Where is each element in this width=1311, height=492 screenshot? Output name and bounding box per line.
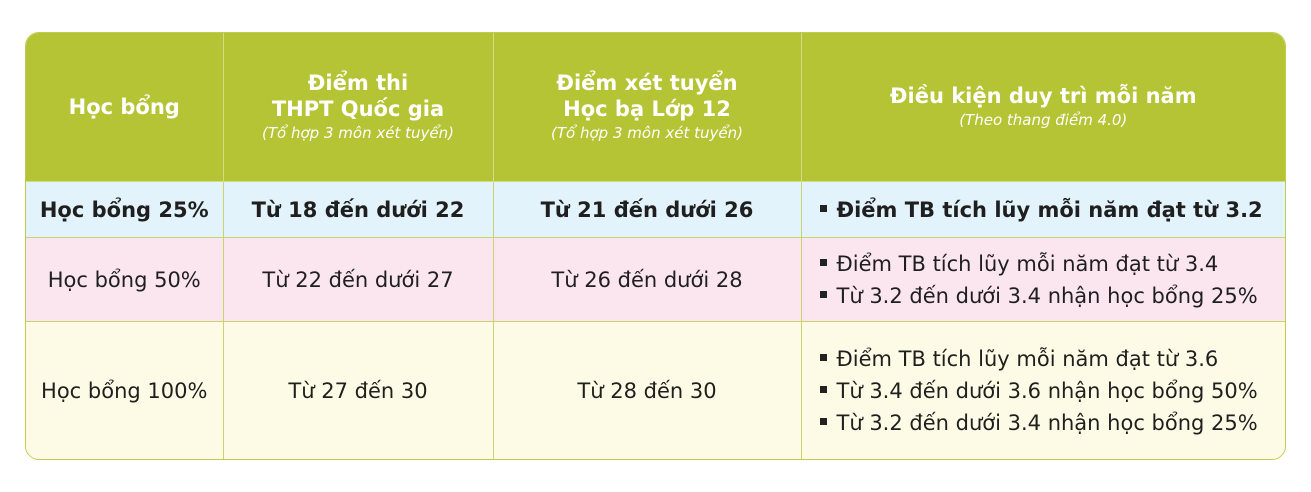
conditions: Điểm TB tích lũy mỗi năm đạt từ 3.2: [800, 181, 1286, 238]
header-row: Học bổng Điểm thi THPT Quốc gia (Tổ hợp …: [26, 33, 1285, 182]
scholarship-name: Học bổng 50%: [26, 237, 224, 322]
header-thpt-line2: THPT Quốc gia: [271, 97, 445, 121]
scholarship-table-container: Học bổng Điểm thi THPT Quốc gia (Tổ hợp …: [25, 32, 1286, 460]
table-row: Học bổng 100% Từ 27 đến 30 Từ 28 đến 30 …: [26, 321, 1286, 459]
condition-item: Từ 3.4 đến dưới 3.6 nhận học bổng 50%: [820, 375, 1286, 407]
header-transcript-sub: (Tổ hợp 3 môn xét tuyển): [551, 124, 743, 142]
header-transcript-line2: Học bạ Lớp 12: [563, 97, 731, 121]
conditions: Điểm TB tích lũy mỗi năm đạt từ 3.6 Từ 3…: [800, 321, 1286, 459]
table-row: Học bổng 50% Từ 22 đến dưới 27 Từ 26 đến…: [26, 237, 1286, 322]
thpt-range: Từ 22 đến dưới 27: [222, 237, 494, 322]
header-transcript-line1: Điểm xét tuyển: [556, 71, 738, 95]
header-thpt-line1: Điểm thi: [307, 71, 409, 95]
condition-item: Điểm TB tích lũy mỗi năm đạt từ 3.2: [820, 194, 1286, 226]
header-conditions-label: Điều kiện duy trì mỗi năm: [889, 84, 1197, 108]
scholarship-table: Học bổng Điểm thi THPT Quốc gia (Tổ hợp …: [26, 33, 1285, 459]
transcript-range: Từ 28 đến 30: [492, 321, 802, 459]
header-scholarship-label: Học bổng: [68, 95, 180, 119]
header-scholarship: Học bổng: [26, 33, 224, 182]
table-row: Học bổng 25% Từ 18 đến dưới 22 Từ 21 đến…: [26, 181, 1286, 238]
scholarship-name: Học bổng 100%: [26, 321, 224, 459]
transcript-range: Từ 21 đến dưới 26: [492, 181, 802, 238]
thpt-range: Từ 27 đến 30: [222, 321, 494, 459]
header-conditions: Điều kiện duy trì mỗi năm (Theo thang đi…: [800, 33, 1285, 182]
scholarship-name: Học bổng 25%: [26, 181, 224, 238]
condition-item: Từ 3.2 đến dưới 3.4 nhận học bổng 25%: [820, 280, 1286, 312]
condition-item: Điểm TB tích lũy mỗi năm đạt từ 3.6: [820, 343, 1286, 375]
condition-item: Từ 3.2 đến dưới 3.4 nhận học bổng 25%: [820, 407, 1286, 439]
conditions: Điểm TB tích lũy mỗi năm đạt từ 3.4 Từ 3…: [800, 237, 1286, 322]
transcript-range: Từ 26 đến dưới 28: [492, 237, 802, 322]
header-thpt-sub: (Tổ hợp 3 môn xét tuyển): [262, 124, 454, 142]
header-conditions-sub: (Theo thang điểm 4.0): [959, 111, 1128, 129]
header-thpt-score: Điểm thi THPT Quốc gia (Tổ hợp 3 môn xét…: [222, 33, 494, 182]
header-transcript-score: Điểm xét tuyển Học bạ Lớp 12 (Tổ hợp 3 m…: [492, 33, 802, 182]
condition-item: Điểm TB tích lũy mỗi năm đạt từ 3.4: [820, 248, 1286, 280]
thpt-range: Từ 18 đến dưới 22: [222, 181, 494, 238]
